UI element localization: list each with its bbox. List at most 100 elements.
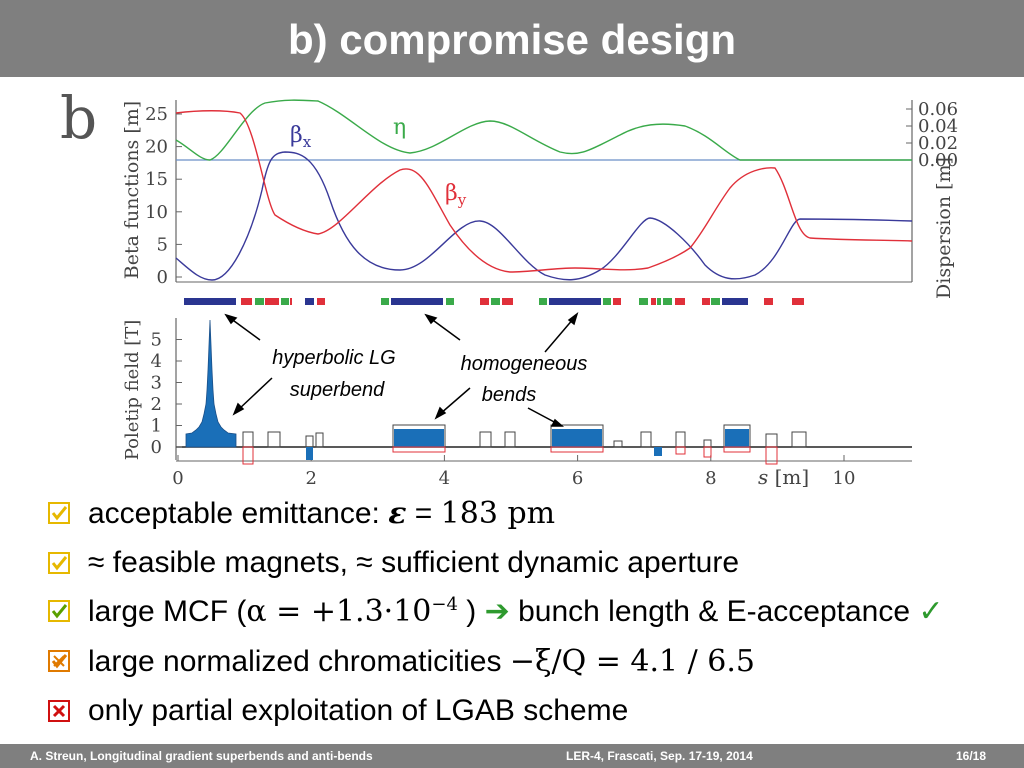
bend-gradient xyxy=(550,446,604,453)
tick-label: 0.02 xyxy=(918,133,958,154)
tick-label: 2 xyxy=(305,468,316,489)
tick-label: 10 xyxy=(145,202,168,223)
sextupole-quadrupole-magnet xyxy=(267,431,281,448)
tick-label: 5 xyxy=(151,330,162,351)
tick-label: 0.06 xyxy=(918,99,958,120)
antibend-magnet xyxy=(654,447,662,456)
sextupole-quadrupole-magnet xyxy=(791,431,807,448)
right-arrow-icon: ➔ xyxy=(484,595,510,628)
lattice-magnet xyxy=(639,298,648,305)
lattice-magnet xyxy=(480,298,489,305)
lattice-magnet xyxy=(290,298,292,305)
lattice-magnet xyxy=(381,298,389,305)
lattice-magnet xyxy=(613,298,621,305)
tick-label: 1 xyxy=(151,416,162,437)
beta-x-label: βx xyxy=(290,123,312,151)
lattice-magnet xyxy=(663,298,672,305)
sextupole-quadrupole-magnet xyxy=(703,439,712,448)
sextupole-quadrupole-magnet xyxy=(675,431,686,448)
lattice-magnet xyxy=(317,298,325,305)
antibend-magnet xyxy=(306,447,313,460)
tick-label: 20 xyxy=(145,137,168,158)
tick-label: 6 xyxy=(572,468,583,489)
annotation-homogeneous-line1: homogeneous xyxy=(461,353,588,375)
footer-page-number: 16/18 xyxy=(956,749,987,763)
tick-label: 0 xyxy=(157,267,168,288)
beta-y-label: βy xyxy=(445,181,467,209)
bend-gradient xyxy=(723,446,751,453)
lattice-magnet xyxy=(764,298,773,305)
checkbox-check-icon xyxy=(48,552,70,574)
sextupole-quadrupole-magnet xyxy=(613,440,623,448)
sextupole-quadrupole-magnet xyxy=(640,431,652,448)
annotation-lg-superbend-line1: hyperbolic LG xyxy=(272,347,395,369)
slide-title: b) compromise design xyxy=(287,16,737,63)
beta-x-curve xyxy=(175,151,913,281)
top-plot-ylabel-left: Beta functions [m] xyxy=(121,101,143,279)
top-plot: 0 5 10 15 20 25 0.000.020.040.06 Beta functio… xyxy=(121,99,958,299)
lattice-magnet xyxy=(446,298,454,305)
lattice-magnet xyxy=(549,298,601,305)
checkbox-check-icon xyxy=(48,600,70,622)
tick-label: 25 xyxy=(145,104,168,125)
tick-label: 15 xyxy=(145,169,168,190)
tick-label: 0.04 xyxy=(918,116,958,137)
sextupole-quadrupole-magnet xyxy=(479,431,492,448)
lattice-magnet xyxy=(722,298,748,305)
lattice-magnet xyxy=(711,298,720,305)
homogeneous-bend xyxy=(552,429,602,447)
checkbox-partial-icon xyxy=(48,650,70,672)
checkbox-fail-icon xyxy=(48,700,70,722)
top-plot-ylabel-right: Dispersion [m] xyxy=(933,157,955,299)
lattice-magnet xyxy=(702,298,710,305)
sextupole-quadrupole-magnet xyxy=(504,431,516,448)
footer-conference: LER-4, Frascati, Sep. 17-19, 2014 xyxy=(566,749,753,763)
lattice-magnet xyxy=(184,298,236,305)
tick-label: 0 xyxy=(151,437,162,458)
top-left-ticks: 0 5 10 15 20 25 xyxy=(145,104,182,288)
lg-superbend-field xyxy=(185,319,237,448)
sextupole-quadrupole-magnet xyxy=(765,433,778,448)
lattice-magnet xyxy=(539,298,547,305)
lattice-magnet xyxy=(265,298,279,305)
lattice-magnet xyxy=(792,298,804,305)
lattice-magnet xyxy=(675,298,685,305)
quadrupole-magnet xyxy=(242,446,254,465)
lattice-magnet-bar xyxy=(184,298,804,305)
lattice-magnet xyxy=(255,298,264,305)
checkbox-check-icon xyxy=(48,502,70,524)
annotation-homogeneous-line2: bends xyxy=(482,384,537,406)
tick-label: 10 xyxy=(833,468,856,489)
sextupole-quadrupole-magnet xyxy=(242,431,254,448)
tick-label: 3 xyxy=(151,373,162,394)
bottom-plot-xlabel: s [m] xyxy=(758,465,809,489)
lattice-magnet xyxy=(491,298,500,305)
lattice-magnet xyxy=(281,298,289,305)
tick-label: 5 xyxy=(157,234,168,255)
tick-label: 4 xyxy=(439,468,450,489)
sextupole-quadrupole-magnet xyxy=(305,435,314,448)
annotation-lg-superbend-line2: superbend xyxy=(290,379,385,401)
lattice-magnet xyxy=(391,298,443,305)
bend-gradient xyxy=(392,446,446,453)
lattice-magnet xyxy=(651,298,656,305)
eta-curve xyxy=(175,99,912,161)
lattice-magnet xyxy=(502,298,513,305)
bottom-plot-ylabel: Poletip field [T] xyxy=(122,320,143,461)
panel-letter: b xyxy=(60,84,97,152)
annotation-arrows xyxy=(224,312,579,427)
lattice-magnet xyxy=(305,298,314,305)
footer: A. Streun, Longitudinal gradient superbe… xyxy=(0,744,1024,768)
bottom-x-ticks: 0 2 4 6 8 10 xyxy=(172,455,855,489)
title-bar xyxy=(0,0,1024,77)
quadrupole-magnet xyxy=(675,446,686,455)
tick-label: 0 xyxy=(172,468,183,489)
quadrupole-magnet xyxy=(765,446,778,465)
footer-author: A. Streun, Longitudinal gradient superbe… xyxy=(30,749,373,763)
homogeneous-bend xyxy=(394,429,444,447)
green-check-icon: ✓ xyxy=(918,595,944,628)
tick-label: 8 xyxy=(705,468,716,489)
lattice-magnet xyxy=(657,298,661,305)
